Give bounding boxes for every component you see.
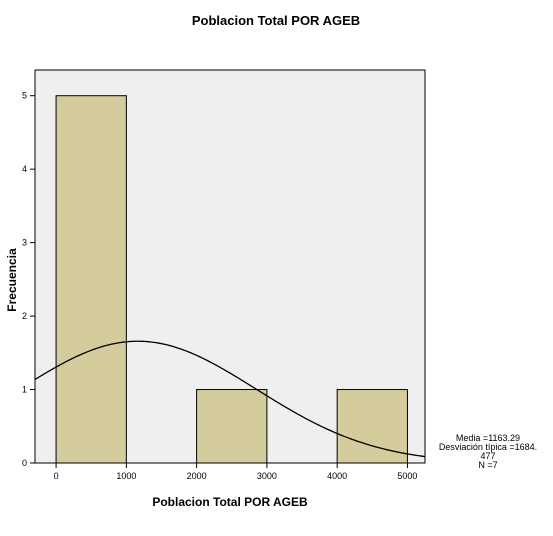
x-tick-label-0: 0 bbox=[54, 471, 59, 481]
y-tick-label-2: 2 bbox=[22, 311, 27, 321]
stat-sd-cont: 477 bbox=[480, 451, 496, 461]
normal-curve bbox=[34, 340, 426, 458]
summary-stats: Media =1163.29 Desviación típica =1684. … bbox=[424, 434, 552, 470]
stat-mean: Media =1163.29 bbox=[455, 433, 521, 443]
histogram-bar-4 bbox=[336, 389, 408, 464]
chart-title: Poblacion Total POR AGEB bbox=[192, 13, 360, 28]
x-tick-label-4: 4000 bbox=[327, 471, 347, 481]
y-tick-label-5: 5 bbox=[22, 91, 27, 101]
stat-sd: Desviación típica =1684. bbox=[438, 442, 538, 452]
y-axis-label: Frecuencia bbox=[5, 248, 19, 312]
stat-n: N =7 bbox=[478, 460, 498, 470]
y-tick-label-4: 4 bbox=[22, 164, 27, 174]
histogram-bar-0 bbox=[55, 95, 127, 464]
x-tick-label-1: 1000 bbox=[116, 471, 136, 481]
x-tick-label-5: 5000 bbox=[397, 471, 417, 481]
histogram-bar-2 bbox=[196, 389, 268, 464]
x-tick-label-3: 3000 bbox=[257, 471, 277, 481]
y-tick-label-0: 0 bbox=[22, 458, 27, 468]
x-axis-label: Poblacion Total POR AGEB bbox=[152, 495, 308, 509]
y-tick-label-1: 1 bbox=[22, 385, 27, 395]
x-tick-label-2: 2000 bbox=[187, 471, 207, 481]
y-tick-label-3: 3 bbox=[22, 238, 27, 248]
